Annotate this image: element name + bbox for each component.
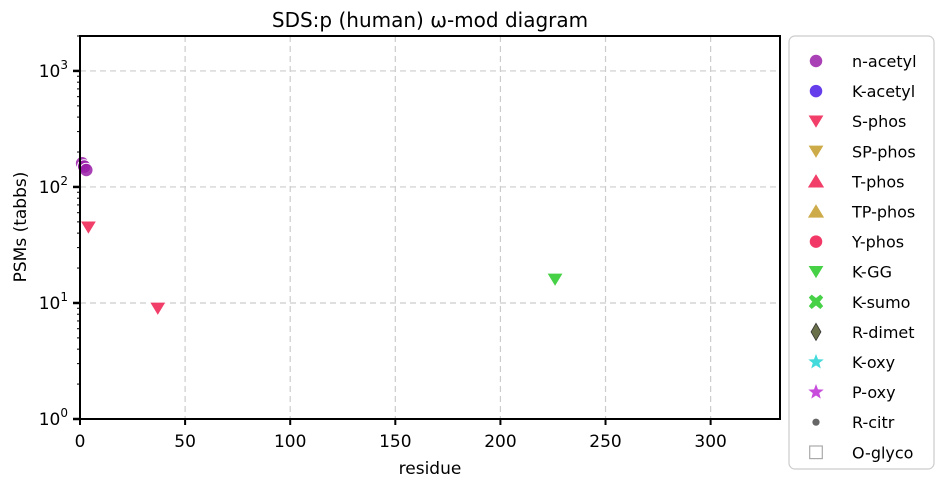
y-tick-label: 102 <box>39 174 68 198</box>
data-point-K-GG <box>546 272 564 288</box>
legend-label: K-acetyl <box>852 82 915 101</box>
legend-label: O-glyco <box>852 443 913 462</box>
data-point-n-acetyl <box>79 162 94 178</box>
grid <box>79 36 780 420</box>
legend-marker-K-acetyl <box>808 83 824 99</box>
legend-label: K-sumo <box>852 293 910 312</box>
data-point-S-phos <box>79 220 98 236</box>
legend-marker-P-oxy <box>808 384 824 399</box>
x-tick-label: 50 <box>174 432 196 452</box>
legend-marker-Y-phos <box>808 234 824 249</box>
x-tick-label: 300 <box>694 432 726 452</box>
legend-label: S-phos <box>852 112 906 131</box>
legend-marker-R-dimet <box>810 322 822 342</box>
y-tick-label: 101 <box>39 290 68 314</box>
legend-label: SP-phos <box>852 142 916 161</box>
x-tick-label: 200 <box>484 432 516 452</box>
legend-marker-SP-phos <box>807 144 825 160</box>
y-axis-label: PSMs (tabbs) <box>11 172 31 283</box>
legend-label: Y-phos <box>851 233 904 252</box>
legend-label: n-acetyl <box>852 52 917 71</box>
x-tick-label: 150 <box>379 432 411 452</box>
legend: n-acetyl K-acetyl S-phos SP-phos T-phos TP-ph… <box>788 35 935 470</box>
chart-title: SDS:p (human) ω-mod diagram <box>272 8 588 32</box>
legend-marker-K-oxy <box>808 353 824 369</box>
x-axis-label: residue <box>399 459 462 479</box>
x-axis: 0 50 100 150 200 250 300 <box>75 419 727 452</box>
legend-label: R-citr <box>852 413 895 432</box>
y-axis: 100 101 102 103 <box>39 35 80 430</box>
legend-marker-K-GG <box>807 265 825 280</box>
legend-marker-R-citr <box>812 418 820 426</box>
legend-marker-K-sumo <box>808 294 824 309</box>
legend-label: K-oxy <box>852 353 895 372</box>
legend-marker-T-phos <box>807 174 825 188</box>
y-tick-label: 100 <box>39 406 68 430</box>
plot-frame <box>79 35 781 420</box>
legend-marker-TP-phos <box>807 204 825 218</box>
legend-label: R-dimet <box>852 323 915 342</box>
x-tick-label: 250 <box>589 432 621 452</box>
legend-marker-S-phos <box>807 114 825 130</box>
legend-label: T-phos <box>851 172 905 191</box>
legend-label: K-GG <box>852 263 892 282</box>
legend-box <box>788 35 935 470</box>
x-tick-label: 100 <box>274 432 306 452</box>
legend-label: P-oxy <box>852 383 896 402</box>
x-tick-label: 0 <box>75 432 86 452</box>
y-tick-label: 103 <box>39 58 68 82</box>
data-point-S-phos <box>148 301 167 317</box>
data-points <box>74 156 564 317</box>
legend-marker-O-glyco <box>809 445 823 460</box>
legend-marker-n-acetyl <box>808 53 824 69</box>
legend-label: TP-phos <box>851 203 915 222</box>
